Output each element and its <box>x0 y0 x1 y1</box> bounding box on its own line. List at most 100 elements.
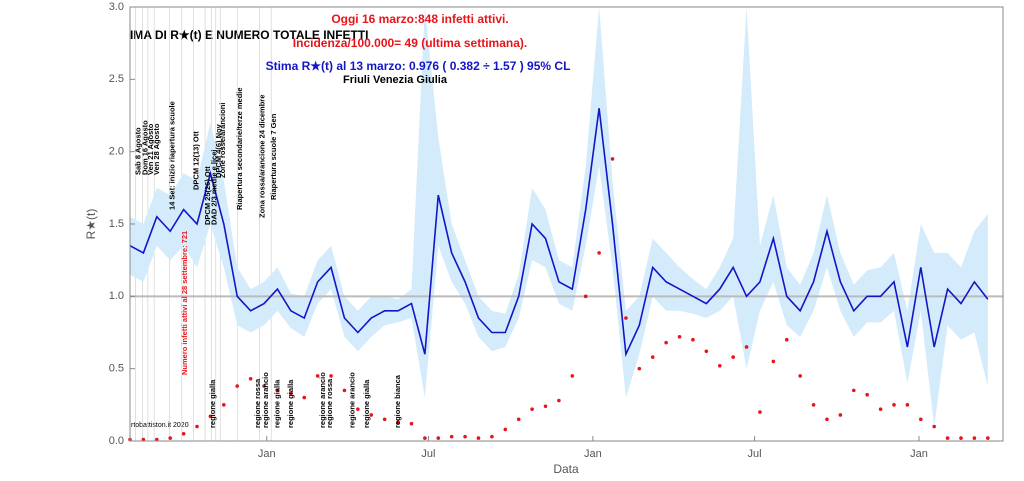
data-point <box>731 355 735 359</box>
data-point <box>208 414 213 419</box>
data-point <box>530 407 534 411</box>
data-point <box>784 337 789 342</box>
y-tick-label: 0.5 <box>109 363 124 375</box>
zone-label: regione gialla <box>208 379 217 428</box>
chart-title: IMA DI R★(t) E NUMERO TOTALE INFETTI <box>130 28 369 42</box>
data-point <box>516 417 521 422</box>
annotation: DPCM 12(13) Ott <box>191 131 200 190</box>
data-point <box>181 431 186 436</box>
data-point <box>195 424 199 429</box>
x-tick-label: Jan <box>258 448 276 460</box>
data-point <box>543 404 548 409</box>
annotation: Ven 28 Agosto <box>152 123 161 175</box>
data-point <box>168 436 173 440</box>
annotation: DPCM 25(26) Ott <box>203 166 212 225</box>
data-point <box>248 376 253 381</box>
annotation: Numero infetti attivi al 28 settembre: 7… <box>180 231 189 375</box>
data-point <box>865 392 869 397</box>
data-point <box>449 434 454 439</box>
data-point <box>664 340 668 345</box>
data-point <box>892 403 896 407</box>
data-point <box>289 391 293 396</box>
data-point <box>650 355 655 359</box>
zone-label: regione bianca <box>393 374 402 428</box>
data-point <box>624 316 628 320</box>
zone-label: regione gialla <box>272 379 281 428</box>
zone-label: regione gialla <box>362 379 371 428</box>
data-point <box>758 410 762 414</box>
data-point <box>597 251 601 255</box>
data-point <box>570 374 575 378</box>
zone-label: regione gialla <box>286 379 295 428</box>
data-point <box>302 395 307 400</box>
data-point <box>717 363 722 368</box>
data-point <box>637 366 642 371</box>
line <box>129 108 989 358</box>
data-point <box>275 388 280 393</box>
data-point <box>329 374 333 378</box>
data-point <box>905 403 910 407</box>
data-point <box>396 420 400 424</box>
data-point <box>342 388 347 393</box>
annotation: DPCM 4(6) Nov <box>214 123 223 178</box>
data-point <box>583 294 588 299</box>
data-point <box>744 345 749 349</box>
data-point <box>771 359 776 364</box>
y-tick-label: 2.5 <box>109 73 124 85</box>
zone-label: regione arancio <box>318 372 327 428</box>
data-point <box>691 337 695 342</box>
x-tick-label: Jul <box>748 448 762 460</box>
data-point <box>436 436 441 440</box>
data-point <box>235 384 240 388</box>
data-point <box>155 437 159 442</box>
y-tick-label: 1.5 <box>109 218 124 230</box>
data-point <box>959 436 963 440</box>
data-point <box>932 424 936 429</box>
annotation: Zone rosse/arancioni <box>218 103 227 178</box>
zone-label: regione arancio <box>261 372 270 428</box>
annotation: Riapertura scuole 7 Gen <box>269 113 278 200</box>
y-tick-label: 1.0 <box>109 290 124 302</box>
y-tick-label: 2.0 <box>109 146 124 158</box>
data-point <box>503 427 508 432</box>
data-point <box>476 436 481 440</box>
data-point <box>423 436 427 440</box>
data-point <box>986 436 990 440</box>
data-point <box>972 436 977 440</box>
y-tick-label: 3.0 <box>109 1 124 13</box>
data-point <box>262 384 266 388</box>
y-tick-label: 0.0 <box>109 435 124 447</box>
data-point <box>677 335 682 339</box>
annotation: Zona rossa/arancione 24 dicembre <box>258 95 267 218</box>
data-point <box>945 436 950 440</box>
data-point <box>141 437 146 442</box>
data-point <box>838 413 843 417</box>
subtitle: Incidenza/100.000= 49 (ultima settimana)… <box>293 36 527 50</box>
data-point <box>490 434 494 439</box>
plot <box>128 6 1004 442</box>
data-point <box>222 403 226 407</box>
data-point <box>382 417 387 422</box>
y-axis-label: R★(t) <box>84 209 98 240</box>
data-point <box>878 407 883 411</box>
data-point <box>315 374 320 378</box>
data-point <box>369 413 374 417</box>
data-point <box>610 157 615 161</box>
zone-label: regione rossa <box>253 378 262 428</box>
x-tick-label: Jan <box>910 448 928 460</box>
x-tick-label: Jan <box>584 448 602 460</box>
subtitle: Stima R★(t) al 13 marzo: 0.976 ( 0.382 ÷… <box>266 59 571 73</box>
data-point <box>409 421 414 426</box>
annotation: DAD 2/3 medie e licei <box>209 150 218 225</box>
data-point <box>851 388 856 393</box>
annotation: Dom 16 Agosto <box>140 120 149 175</box>
data-point <box>557 398 561 403</box>
data-point <box>463 434 467 439</box>
data-point <box>798 374 802 378</box>
data-point <box>918 417 923 422</box>
zone-label: regione arancio <box>347 372 356 428</box>
subtitle: Friuli Venezia Giulia <box>343 74 448 86</box>
annotation: Riapertura secondarie/terze medie <box>235 87 244 210</box>
data-point <box>825 417 829 422</box>
